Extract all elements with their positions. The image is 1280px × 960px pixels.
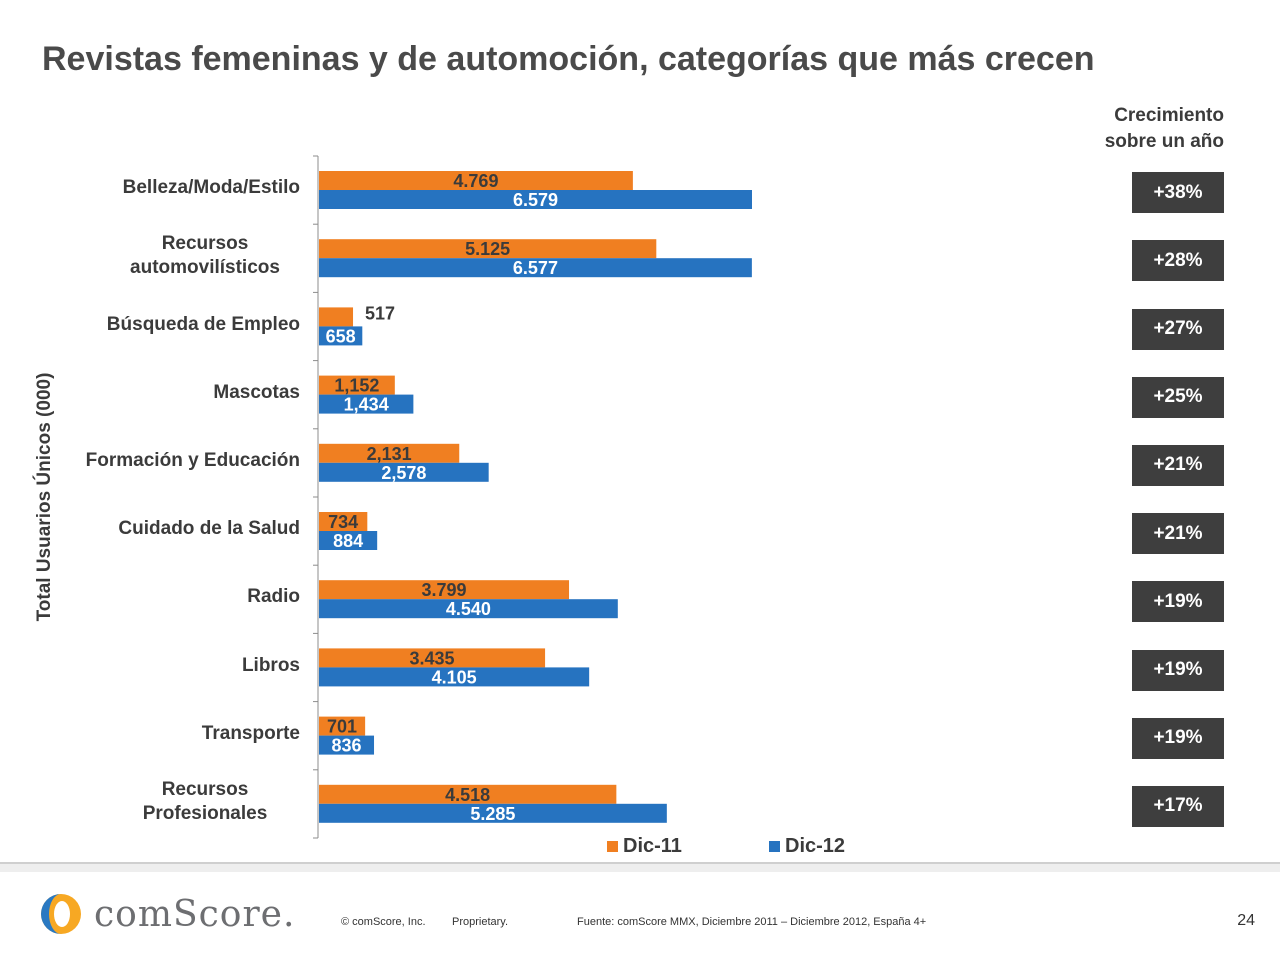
bar-dic-12 <box>319 326 363 346</box>
bar-dic-11 <box>319 580 570 600</box>
data-label-dic-11: 701 <box>327 717 357 737</box>
category-label-line: Transporte <box>201 722 300 744</box>
growth-header: Crecimiento sobre un año <box>1024 103 1224 155</box>
category-label-line: Recursos <box>161 778 249 800</box>
growth-badge: +19% <box>1132 717 1224 759</box>
category-label-line: Búsqueda de Empleo <box>106 313 300 335</box>
legend-item-dic-11: Dic-11 <box>607 835 682 858</box>
data-label-dic-11: 1,152 <box>334 376 379 396</box>
bar-dic-12 <box>319 735 375 755</box>
growth-badge: +19% <box>1132 649 1224 691</box>
data-label-dic-12: 4.540 <box>446 599 491 619</box>
footer-copyright: © comScore, Inc. <box>341 916 426 928</box>
category-label: Transporte <box>20 722 300 746</box>
bar-dic-12 <box>319 599 618 619</box>
growth-badge: +19% <box>1132 581 1224 623</box>
bar-dic-12 <box>319 531 378 550</box>
growth-header-line-2: sobre un año <box>1104 131 1224 152</box>
bar-dic-11 <box>319 512 368 531</box>
data-label-dic-11: 2,131 <box>367 444 412 464</box>
comscore-logo: comScore. <box>40 893 295 935</box>
legend-swatch-blue <box>769 841 780 852</box>
data-label-dic-11: 3.435 <box>410 648 455 668</box>
comscore-logo-text: comScore. <box>94 893 296 935</box>
growth-badge: +27% <box>1132 308 1224 350</box>
category-label-line: Mascotas <box>213 381 300 403</box>
bar-dic-11 <box>319 716 366 736</box>
data-label-dic-11: 5.125 <box>465 239 510 259</box>
category-label: Recursos Profesionales <box>110 778 300 826</box>
bar-dic-12 <box>319 803 667 823</box>
growth-badge: +21% <box>1132 444 1224 486</box>
bar-dic-12 <box>319 190 752 209</box>
data-label-dic-11: 517 <box>365 303 395 323</box>
page-number: 24 <box>1237 912 1255 929</box>
growth-badge: +17% <box>1132 785 1224 827</box>
category-label-line: Cuidado de la Salud <box>118 518 300 540</box>
bar-dic-12 <box>319 394 414 414</box>
category-label: Radio <box>20 585 300 609</box>
data-label-dic-12: 6.579 <box>513 190 558 210</box>
page-title: Revistas femeninas y de automoción, cate… <box>42 40 1095 78</box>
bar-dic-12 <box>319 667 590 687</box>
data-label-dic-11: 4.518 <box>445 785 490 805</box>
growth-badge: +38% <box>1132 172 1224 214</box>
growth-badge: +28% <box>1132 240 1224 282</box>
data-label-dic-12: 6.577 <box>513 258 558 278</box>
category-label-line: Recursos <box>161 233 249 255</box>
category-label-line: Formación y Educación <box>85 449 300 471</box>
footer-band <box>0 864 1280 872</box>
category-label: Belleza/Moda/Estilo <box>20 176 300 200</box>
category-label-line: Belleza/Moda/Estilo <box>122 177 300 199</box>
bar-dic-11 <box>319 784 617 804</box>
category-label-line: Libros <box>241 654 300 676</box>
data-label-dic-12: 1,434 <box>344 395 389 415</box>
bar-dic-11 <box>319 443 460 463</box>
growth-header-line-1: Crecimiento <box>1114 105 1224 126</box>
data-label-dic-12: 884 <box>333 531 363 551</box>
growth-badge: +21% <box>1132 513 1224 555</box>
footer-divider <box>0 862 1280 864</box>
bar-dic-12 <box>319 258 752 278</box>
data-label-dic-12: 5.285 <box>470 804 515 824</box>
footer-proprietary: Proprietary. <box>452 916 509 928</box>
data-label-dic-11: 3.799 <box>421 580 466 600</box>
data-label-dic-11: 4.769 <box>453 171 498 191</box>
category-label: Libros <box>20 654 300 678</box>
legend-label-dic-11: Dic-11 <box>623 835 682 857</box>
category-label: Cuidado de la Salud <box>20 517 300 541</box>
bar-dic-11 <box>319 239 657 259</box>
bar-dic-11 <box>319 171 633 190</box>
bar-dic-11 <box>319 307 354 327</box>
category-label: Búsqueda de Empleo <box>20 313 300 337</box>
data-label-dic-12: 836 <box>331 736 361 756</box>
bar-dic-11 <box>319 375 395 395</box>
data-label-dic-12: 2,578 <box>381 463 426 483</box>
data-label-dic-12: 4.105 <box>432 667 477 687</box>
category-label-line: Profesionales <box>142 802 268 824</box>
data-label-dic-12: 658 <box>326 326 356 346</box>
category-label-line: automovilísticos <box>130 257 280 279</box>
category-label: Recursos automovilísticos <box>110 232 300 280</box>
category-label: Mascotas <box>20 381 300 405</box>
category-label: Formación y Educación <box>20 449 300 473</box>
legend-swatch-orange <box>607 841 618 852</box>
legend-item-dic-12: Dic-12 <box>769 835 845 858</box>
bar-dic-12 <box>319 462 489 482</box>
bar-dic-11 <box>319 648 546 668</box>
growth-badge: +25% <box>1132 376 1224 418</box>
footer-source: Fuente: comScore MMX, Diciembre 2011 – D… <box>577 916 927 928</box>
data-label-dic-11: 734 <box>328 512 358 532</box>
comscore-logo-icon <box>41 894 81 934</box>
legend-label-dic-12: Dic-12 <box>785 835 846 857</box>
category-label-line: Radio <box>247 586 300 608</box>
